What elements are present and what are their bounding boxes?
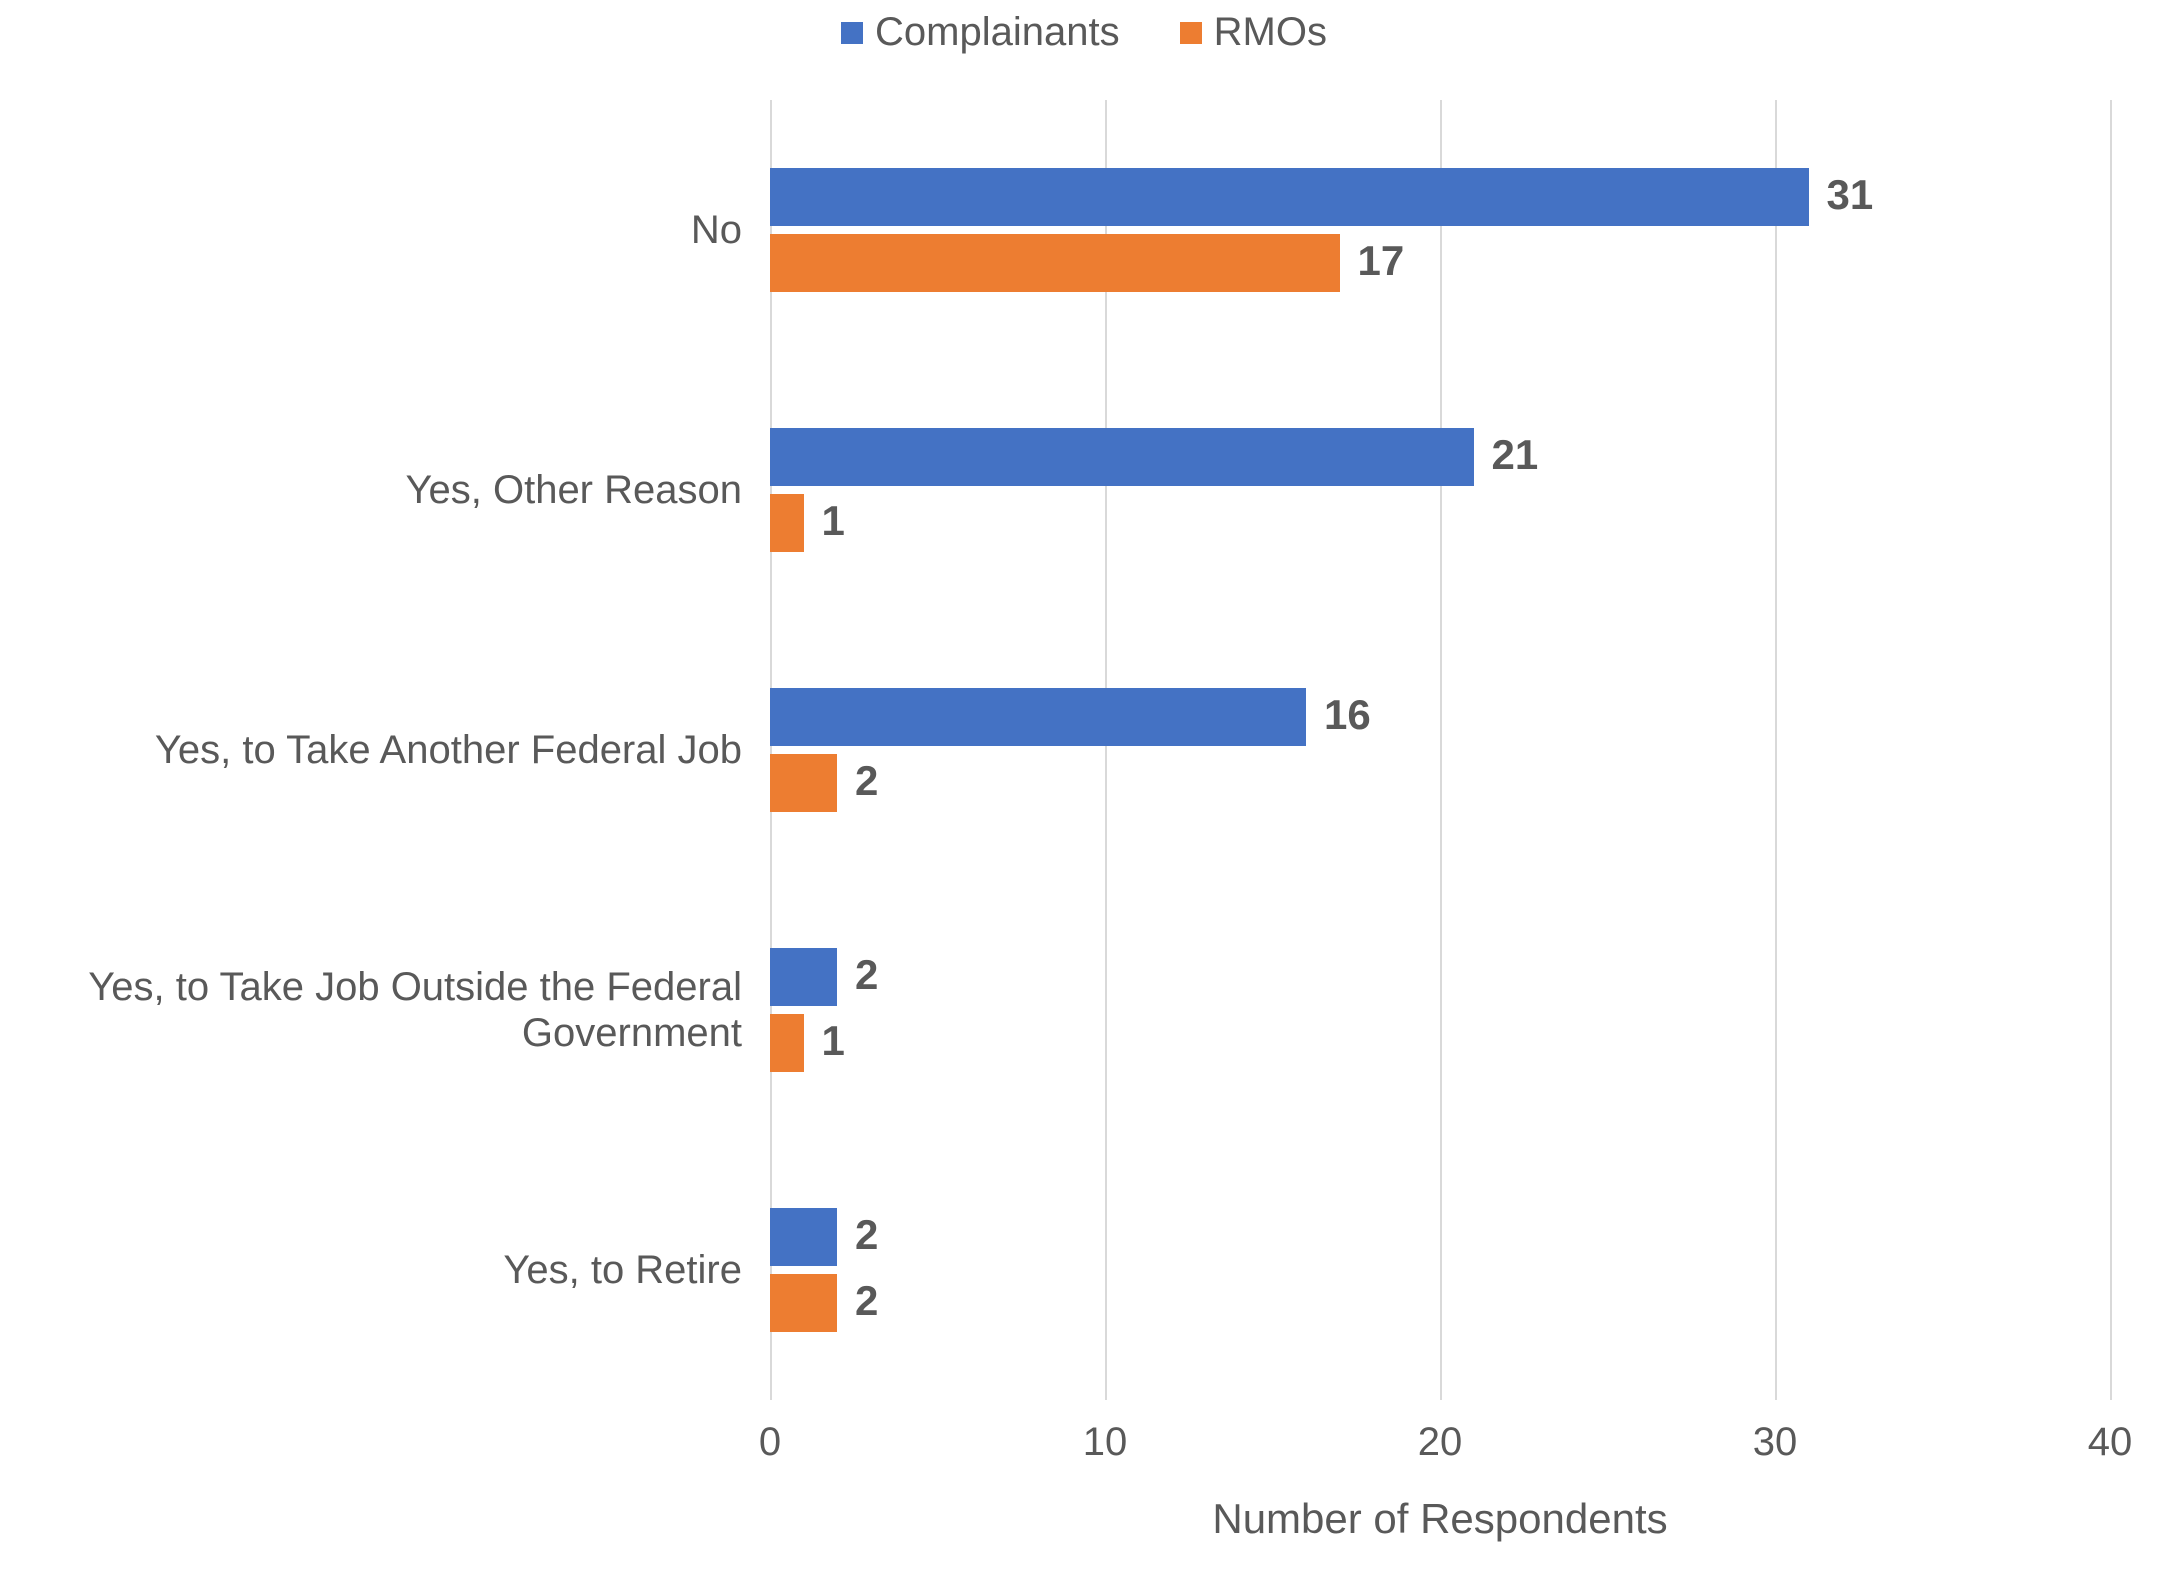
chart-root: Complainants RMOs 31172111622122 NoYes, … xyxy=(0,0,2168,1591)
x-axis-title: Number of Respondents xyxy=(770,1495,2110,1543)
bar-value-label: 2 xyxy=(855,757,878,805)
x-tick-label: 30 xyxy=(1753,1420,1798,1465)
bar-rmos xyxy=(770,1014,804,1072)
x-tick-label: 20 xyxy=(1418,1420,1463,1465)
category-label: No xyxy=(22,207,742,253)
category-label: Yes, Other Reason xyxy=(22,467,742,513)
legend-label: RMOs xyxy=(1214,10,1327,55)
x-tick-label: 10 xyxy=(1083,1420,1128,1465)
bar-value-label: 1 xyxy=(822,1017,845,1065)
square-icon xyxy=(841,22,863,44)
x-tick-label: 40 xyxy=(2088,1420,2133,1465)
legend: Complainants RMOs xyxy=(0,10,2168,55)
gridline xyxy=(1105,100,1107,1400)
bar-value-label: 17 xyxy=(1358,237,1405,285)
bar-complainants xyxy=(770,168,1809,226)
bar-rmos xyxy=(770,494,804,552)
bar-rmos xyxy=(770,234,1340,292)
category-label: Yes, to Take Job Outside the Federal Gov… xyxy=(22,964,742,1056)
bar-complainants xyxy=(770,428,1474,486)
plot-area: 31172111622122 xyxy=(770,100,2110,1400)
bar-complainants xyxy=(770,688,1306,746)
bar-rmos xyxy=(770,754,837,812)
bar-value-label: 2 xyxy=(855,1277,878,1325)
gridline xyxy=(1440,100,1442,1400)
square-icon xyxy=(1180,22,1202,44)
bar-value-label: 31 xyxy=(1827,171,1874,219)
bar-rmos xyxy=(770,1274,837,1332)
gridline xyxy=(1775,100,1777,1400)
bar-value-label: 16 xyxy=(1324,691,1371,739)
gridline xyxy=(2110,100,2112,1400)
bar-value-label: 2 xyxy=(855,1211,878,1259)
gridline xyxy=(770,100,772,1400)
legend-label: Complainants xyxy=(875,10,1120,55)
bar-complainants xyxy=(770,948,837,1006)
category-label: Yes, to Retire xyxy=(22,1247,742,1293)
bar-value-label: 2 xyxy=(855,951,878,999)
x-tick-label: 0 xyxy=(759,1420,781,1465)
legend-item-complainants: Complainants xyxy=(841,10,1120,55)
bar-complainants xyxy=(770,1208,837,1266)
category-label: Yes, to Take Another Federal Job xyxy=(22,727,742,773)
legend-item-rmos: RMOs xyxy=(1180,10,1327,55)
bar-value-label: 21 xyxy=(1492,431,1539,479)
bar-value-label: 1 xyxy=(822,497,845,545)
